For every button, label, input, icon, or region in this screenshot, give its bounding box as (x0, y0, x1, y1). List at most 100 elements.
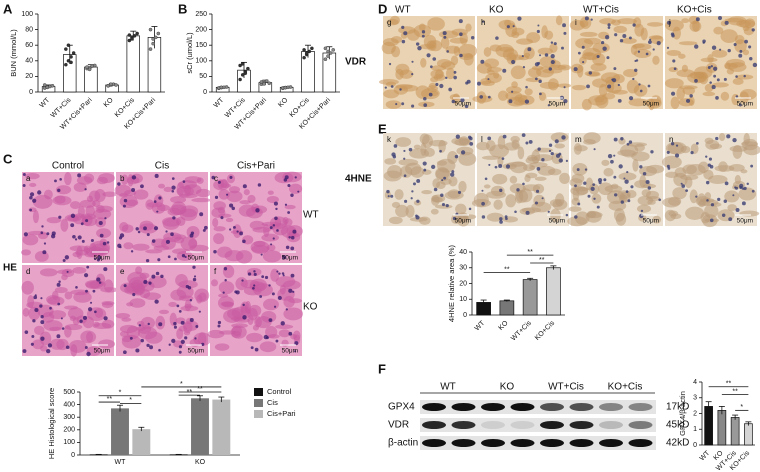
tissue-texture (510, 65, 526, 80)
tissue-texture (64, 291, 73, 300)
blot-band (422, 439, 446, 447)
tissue-texture (191, 197, 212, 203)
tissue-texture (394, 189, 404, 200)
nucleus (272, 237, 275, 240)
nucleus (719, 48, 722, 51)
nucleus (457, 190, 462, 194)
nucleus (584, 16, 589, 21)
column-header: WT (395, 5, 411, 16)
nucleus (252, 286, 255, 290)
tissue-texture (455, 203, 467, 215)
y-tick-label: 1 (693, 426, 697, 433)
tissue-texture (740, 169, 748, 174)
nucleus (40, 320, 45, 325)
tissue-texture (668, 66, 679, 73)
nucleus (173, 321, 177, 326)
blot-band (599, 403, 623, 411)
nucleus (223, 267, 228, 271)
tissue-texture (617, 149, 636, 157)
tissue-texture (672, 187, 687, 200)
nucleus (106, 241, 110, 244)
nucleus (443, 35, 447, 39)
nucleus (168, 343, 171, 346)
tissue-texture (278, 329, 291, 338)
tissue-texture (661, 155, 682, 169)
scale-label: 50μm (549, 218, 565, 225)
nucleus (143, 279, 148, 285)
nucleus (617, 83, 620, 87)
nucleus (480, 59, 485, 64)
nucleus (132, 293, 136, 297)
nucleus (123, 198, 128, 203)
image-letter: e (120, 267, 125, 276)
tissue-texture (615, 212, 627, 226)
nucleus (527, 47, 532, 52)
tissue-texture (718, 133, 726, 141)
nucleus (260, 253, 263, 256)
nucleus (544, 53, 549, 57)
nucleus (439, 149, 442, 153)
nucleus (280, 321, 285, 326)
nucleus (33, 295, 38, 300)
nucleus (670, 91, 676, 96)
nucleus (499, 220, 503, 224)
tissue-texture (738, 19, 756, 29)
nucleus (170, 232, 174, 237)
nucleus (623, 177, 626, 180)
nucleus (464, 104, 469, 109)
nucleus (384, 86, 387, 89)
tissue-texture (158, 183, 165, 189)
nucleus (752, 62, 758, 68)
tissue-texture (85, 205, 95, 217)
bar (522, 279, 538, 316)
nucleus (151, 274, 156, 279)
tissue-texture (158, 309, 169, 315)
tissue-texture (184, 299, 191, 312)
data-point (326, 54, 330, 58)
nucleus (239, 231, 243, 236)
tissue-texture (603, 167, 614, 177)
scale-label: 50μm (643, 218, 659, 225)
nucleus (441, 179, 444, 182)
tissue-texture (524, 88, 533, 96)
significance-label: * (129, 397, 132, 404)
data-point (66, 43, 71, 47)
tissue-texture (428, 40, 443, 52)
data-point (135, 31, 139, 36)
tissue-texture (43, 320, 63, 332)
tissue-texture (601, 159, 610, 166)
data-point (238, 77, 242, 82)
tissue-texture (162, 218, 180, 230)
tissue-texture (738, 187, 757, 201)
nucleus (250, 346, 254, 350)
tissue-texture (453, 45, 461, 57)
bar (212, 399, 231, 455)
nucleus (403, 174, 407, 178)
tissue-texture (290, 333, 297, 340)
tissue-texture (121, 334, 142, 349)
nucleus (288, 288, 293, 293)
nucleus (292, 290, 295, 293)
tissue-texture (557, 64, 571, 71)
tissue-texture (226, 190, 243, 203)
column-header: WT (440, 382, 456, 393)
nucleus (622, 34, 627, 38)
nucleus (253, 284, 256, 287)
nucleus (93, 257, 97, 260)
nucleus (217, 324, 221, 328)
tissue-texture (524, 174, 531, 183)
nucleus (606, 56, 610, 60)
tissue-texture (743, 27, 754, 36)
tissue-texture (670, 213, 682, 220)
tissue-texture (228, 186, 241, 194)
nucleus (613, 154, 616, 157)
tissue-texture (586, 72, 601, 77)
tissue-texture (640, 27, 648, 41)
nucleus (270, 243, 273, 246)
significance-label: ** (107, 396, 113, 403)
tissue-texture (533, 194, 546, 207)
data-point (127, 38, 132, 43)
nucleus (254, 347, 259, 352)
nucleus (158, 322, 163, 327)
nucleus (146, 233, 150, 237)
